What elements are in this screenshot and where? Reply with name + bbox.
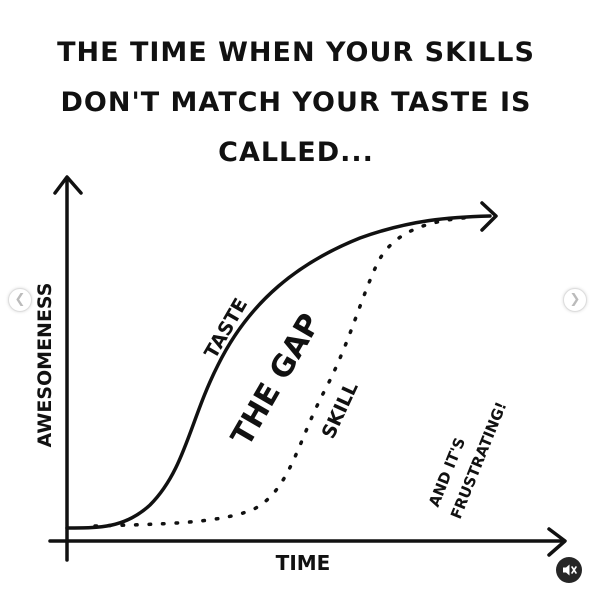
speaker-muted-icon [563, 564, 577, 576]
chevron-right-icon: ❯ [569, 292, 581, 307]
title-line-2: DON'T MATCH YOUR TASTE IS [60, 87, 532, 118]
skill-label: SKILL [318, 379, 363, 442]
taste-curve [65, 214, 492, 530]
taste-curve-arrowhead [480, 201, 498, 232]
next-slide-button[interactable]: ❯ [563, 288, 587, 312]
y-axis-label: AWESOMENESS [34, 283, 56, 448]
x-axis-label: TIME [276, 551, 331, 575]
title-line-3: CALLED... [218, 137, 374, 168]
title-line-1: THE TIME WHEN YOUR SKILLS [57, 37, 535, 68]
page-title: THE TIME WHEN YOUR SKILLS DON'T MATCH YO… [0, 28, 592, 178]
chevron-left-icon: ❮ [14, 292, 26, 307]
x-axis-arrowhead [547, 527, 567, 557]
mute-toggle-button[interactable] [556, 557, 582, 583]
prev-slide-button[interactable]: ❮ [8, 288, 32, 312]
y-axis-arrowhead [53, 175, 83, 195]
